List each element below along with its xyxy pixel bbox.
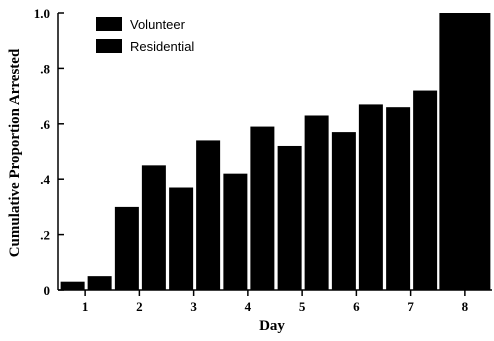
bar-volunteer-day-4 — [223, 173, 248, 290]
bars — [60, 13, 491, 291]
x-tick-label: 7 — [407, 299, 414, 314]
x-tick-label: 1 — [82, 299, 89, 314]
bar-volunteer-day-3 — [169, 187, 194, 290]
legend: Volunteer Residential — [96, 17, 194, 54]
bar-volunteer-day-6 — [331, 132, 356, 290]
x-tick-label: 5 — [299, 299, 306, 314]
bar-combined-day-8 — [439, 13, 491, 290]
y-tick-label: 0 — [44, 283, 51, 298]
bar-residential-day-1 — [87, 276, 112, 290]
bar-volunteer-day-5 — [277, 145, 302, 290]
bar-residential-day-2 — [141, 165, 166, 290]
y-tick-label: 1.0 — [34, 6, 50, 21]
y-tick-label: .2 — [40, 228, 50, 243]
y-tick-label: .8 — [40, 61, 50, 76]
legend-swatch-residential — [96, 39, 122, 53]
x-tick-label: 4 — [245, 299, 252, 314]
y-tick-label: .4 — [40, 172, 50, 187]
legend-label-volunteer: Volunteer — [130, 17, 186, 32]
bar-residential-day-7 — [413, 90, 438, 290]
bar-residential-day-5 — [304, 115, 329, 291]
legend-label-residential: Residential — [130, 39, 194, 54]
y-axis-title: Cumulative Proportion Arrested — [7, 48, 23, 257]
x-tick-label: 8 — [462, 299, 469, 314]
bar-volunteer-day-1 — [60, 281, 85, 290]
bar-volunteer-day-7 — [386, 107, 411, 291]
legend-swatch-volunteer — [96, 17, 122, 31]
bar-residential-day-3 — [196, 140, 221, 290]
x-tick-label: 6 — [353, 299, 360, 314]
bar-residential-day-4 — [250, 126, 275, 290]
bar-residential-day-6 — [358, 104, 383, 290]
x-tick-label: 2 — [136, 299, 143, 314]
x-axis-title: Day — [259, 318, 285, 334]
y-tick-label: .6 — [40, 117, 50, 132]
bar-volunteer-day-2 — [114, 206, 139, 290]
x-tick-label: 3 — [190, 299, 197, 314]
